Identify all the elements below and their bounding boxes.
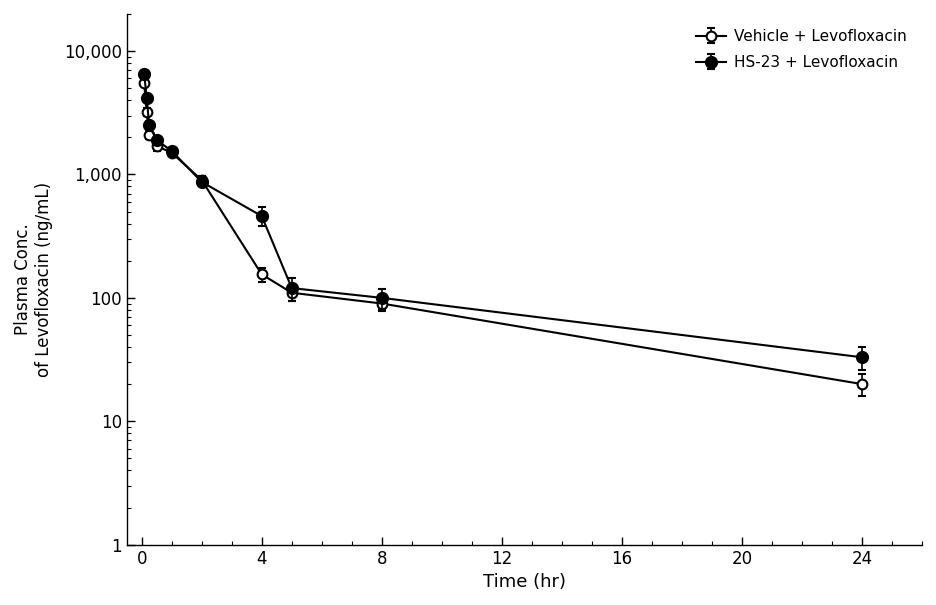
Legend: Vehicle + Levofloxacin, HS-23 + Levofloxacin: Vehicle + Levofloxacin, HS-23 + Levoflox…	[688, 22, 914, 77]
X-axis label: Time (hr): Time (hr)	[483, 573, 566, 591]
Y-axis label: Plasma Conc.
of Levofloxacin (ng/mL): Plasma Conc. of Levofloxacin (ng/mL)	[14, 182, 52, 377]
